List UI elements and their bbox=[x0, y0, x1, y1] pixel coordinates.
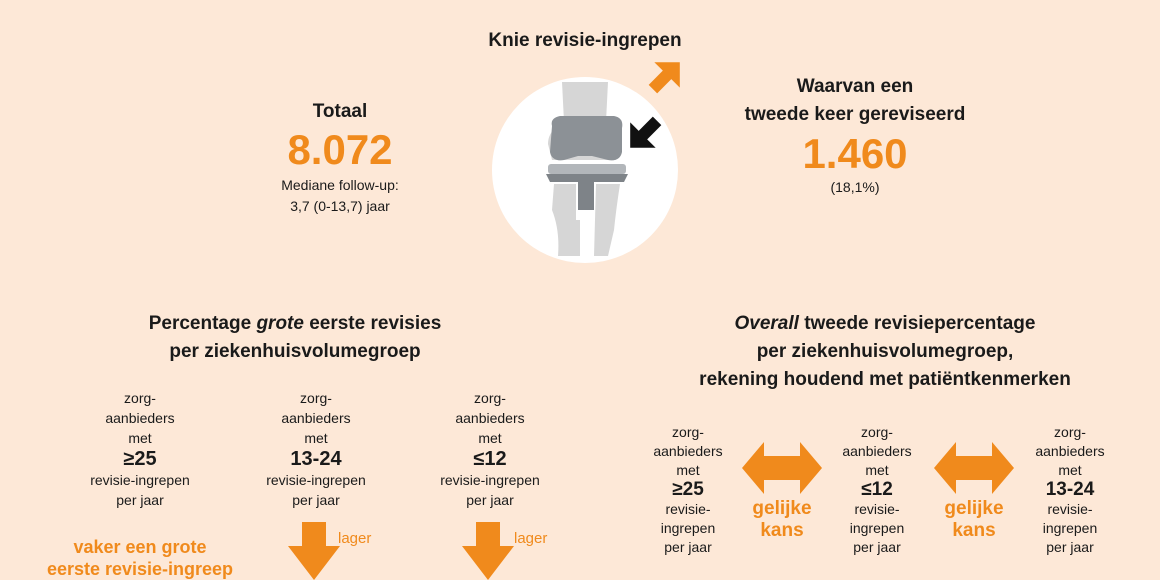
left-section-title: Percentage grote eerste revisies per zie… bbox=[148, 313, 442, 362]
equal-chance-label-2: gelijke kans bbox=[944, 498, 1004, 541]
second-revision-stat: Waarvan een tweede keer gereviseerd 1.46… bbox=[720, 73, 990, 198]
second-revision-label-2: tweede keer gereviseerd bbox=[744, 104, 966, 125]
double-arrow-icon bbox=[934, 442, 1014, 494]
volume-group-12minus: zorg- aanbieders met ≤12 revisie-ingrepe… bbox=[440, 390, 540, 508]
total-value: 8.072 bbox=[287, 126, 393, 173]
followup-label: Mediane follow-up: bbox=[281, 177, 399, 193]
volume-group-25plus: zorg- aanbieders met ≥25 revisie-ingrepe… bbox=[90, 390, 190, 508]
total-label: Totaal bbox=[312, 101, 368, 122]
page-title: Knie revisie-ingrepen bbox=[488, 30, 682, 51]
second-revision-value: 1.460 bbox=[802, 130, 908, 177]
right-section-title: Overall tweede revisiepercentage per zie… bbox=[699, 313, 1071, 390]
up-arrow-orange bbox=[648, 62, 680, 94]
volume-group-12minus-second: zorg- aanbieders met ≤12 revisie- ingrep… bbox=[842, 424, 912, 555]
followup-value: 3,7 (0-13,7) jaar bbox=[290, 198, 390, 214]
down-arrow-icon bbox=[462, 522, 514, 580]
total-stat: Totaal 8.072 Mediane follow-up: 3,7 (0-1… bbox=[240, 101, 440, 217]
more-major-revision-note: vaker een grote eerste revisie-ingreep bbox=[46, 537, 234, 579]
volume-group-25plus-second: zorg- aanbieders met ≥25 revisie- ingrep… bbox=[653, 424, 723, 555]
second-revision-label-1: Waarvan een bbox=[796, 76, 914, 97]
lower-label-1: lager bbox=[338, 530, 372, 547]
equal-chance-label-1: gelijke kans bbox=[752, 498, 812, 541]
knee-implant-illustration bbox=[492, 62, 680, 263]
double-arrow-icon bbox=[742, 442, 822, 494]
down-arrow-black bbox=[630, 116, 662, 148]
second-revision-percent: (18,1%) bbox=[830, 179, 880, 195]
lower-label-2: lager bbox=[514, 530, 548, 547]
volume-group-13-24: zorg- aanbieders met 13-24 revisie-ingre… bbox=[266, 390, 366, 508]
down-arrow-icon bbox=[288, 522, 340, 580]
volume-group-13-24-second: zorg- aanbieders met 13-24 revisie- ingr… bbox=[1035, 424, 1105, 555]
